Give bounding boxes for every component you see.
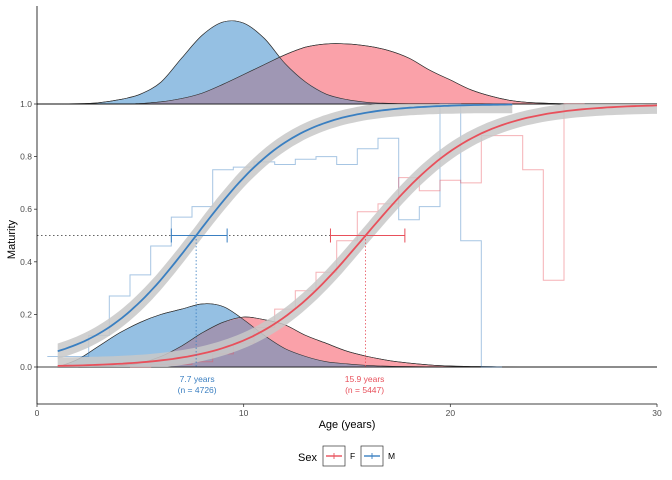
x-tick-label-1: 10 — [239, 408, 249, 418]
x-axis-title: Age (years) — [319, 419, 376, 431]
y-tick-label-2: 0.4 — [20, 257, 32, 267]
legend-label-m: M — [388, 451, 395, 461]
top-density-layer — [36, 20, 658, 105]
y-axis-title: Maturity — [6, 219, 18, 259]
confidence-ribbon-m — [57, 104, 513, 359]
y-tick-label-4: 0.8 — [20, 152, 32, 162]
legend: Sex F M — [298, 445, 395, 467]
top-density-f — [36, 43, 658, 105]
bottom-density-outline-f — [78, 316, 657, 368]
a50-label-m-1: (n = 4726) — [178, 385, 217, 395]
a50-label-f-0: 15.9 years — [345, 374, 385, 384]
x-tick-label-2: 20 — [446, 408, 456, 418]
legend-title: Sex — [298, 452, 317, 464]
axes-layer: 0.0 0.2 0.4 0.6 0.8 1.0 0 10 20 30 Age (years) Matu… — [6, 6, 662, 431]
y-tick-label-0: 0.0 — [20, 362, 32, 372]
logistic-curve-layer — [57, 103, 658, 367]
y-tick-label-1: 0.2 — [20, 309, 32, 319]
y-tick-label-5: 1.0 — [20, 99, 32, 109]
top-density-outline-f — [36, 43, 658, 105]
observed-step-layer — [47, 103, 585, 368]
x-tick-label-0: 0 — [35, 408, 40, 418]
x-tick-label-3: 30 — [652, 408, 662, 418]
observed-step-m — [47, 103, 502, 368]
a50-marker-layer: 7.7 years(n = 4726) 15.9 years(n = 5447) — [37, 228, 406, 395]
y-tick-label-3: 0.6 — [20, 204, 32, 214]
a50-label-m-0: 7.7 years — [180, 374, 215, 384]
logistic-curve-m — [57, 103, 513, 353]
legend-label-f: F — [350, 451, 355, 461]
logistic-curve-f — [57, 104, 658, 367]
a50-label-f-1: (n = 5447) — [345, 385, 384, 395]
